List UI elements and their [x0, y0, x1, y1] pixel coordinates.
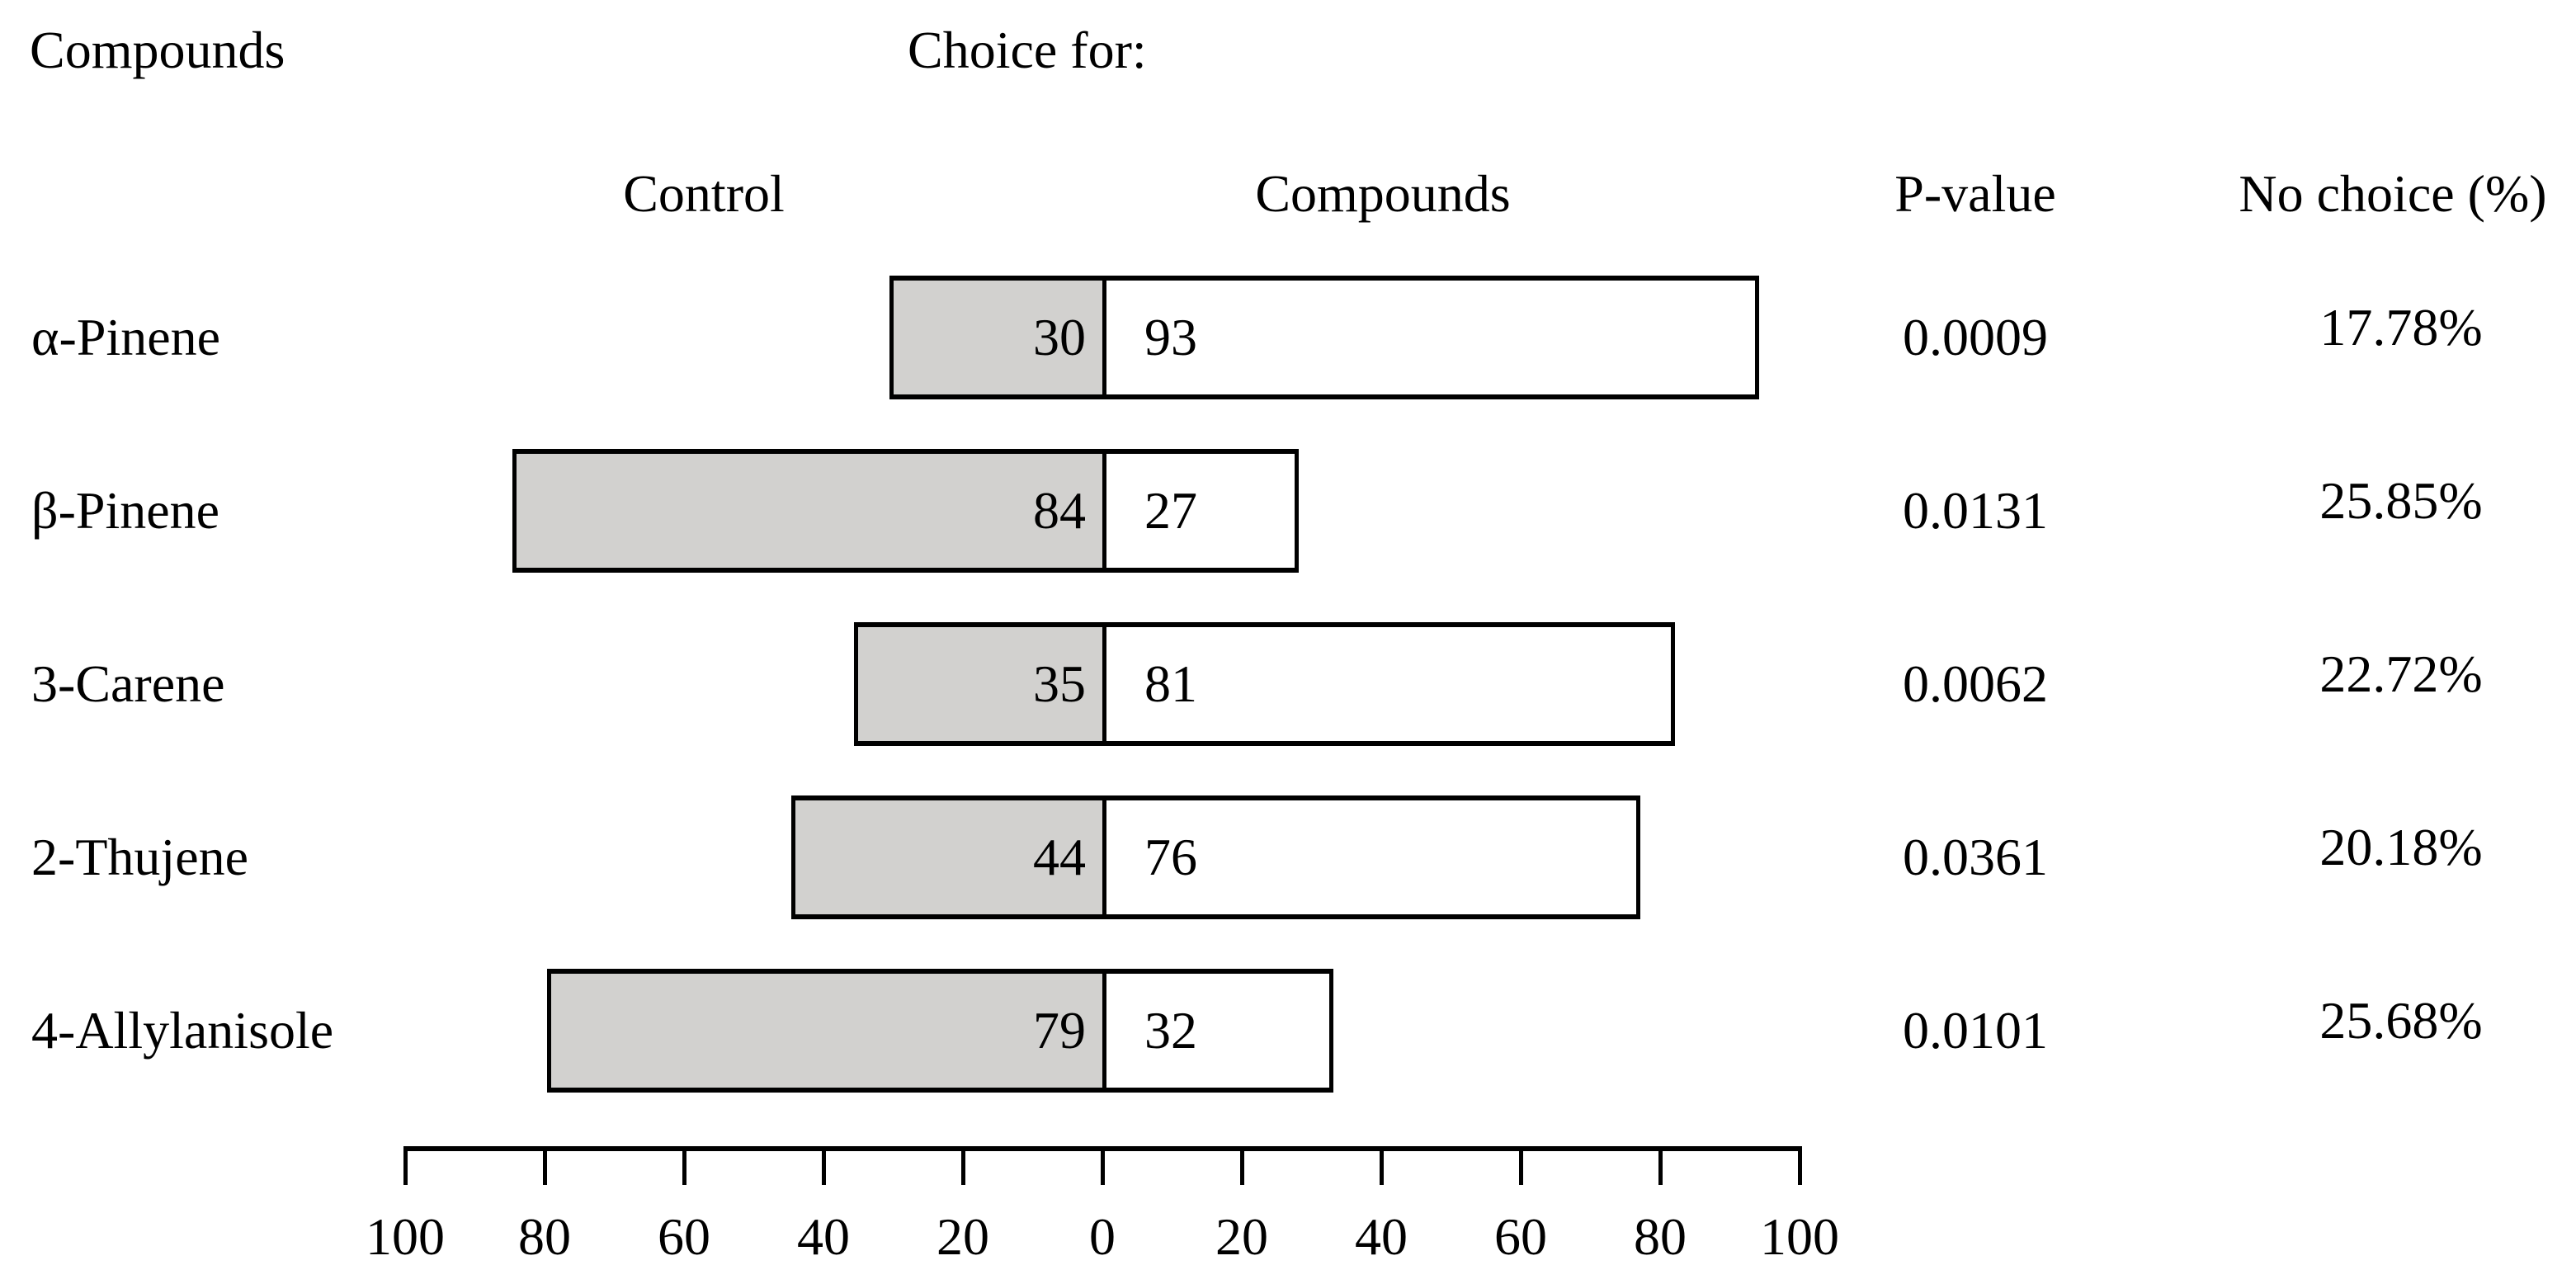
control-value: 84: [1033, 481, 1086, 540]
control-bar-segment: 84: [517, 454, 1106, 568]
control-bar-segment: 30: [894, 281, 1106, 394]
compound-bar-segment: 32: [1106, 974, 1329, 1088]
chart-row: 4-Allylanisole 79 32 0.0101 25.68%: [0, 969, 2576, 1093]
axis-tick: [1519, 1146, 1523, 1185]
compound-label: α-Pinene: [31, 308, 221, 366]
compound-value: 93: [1144, 308, 1197, 366]
axis-tick-label: 60: [1494, 1207, 1547, 1266]
axis-tick: [822, 1146, 826, 1185]
axis-tick-label: 80: [518, 1207, 571, 1266]
axis-tick: [1658, 1146, 1663, 1185]
compound-label: 3-Carene: [31, 654, 225, 713]
axis-tick-label: 80: [1634, 1207, 1687, 1266]
compound-label: 4-Allylanisole: [31, 1001, 334, 1060]
compound-bar-segment: 93: [1106, 281, 1755, 394]
chart-row: β-Pinene 84 27 0.0131 25.85%: [0, 449, 2576, 573]
compound-label: β-Pinene: [31, 481, 220, 540]
p-value: 0.0062: [1903, 654, 2048, 713]
paired-choice-bar: 35 81: [854, 622, 1675, 746]
control-bar-segment: 79: [551, 974, 1106, 1088]
control-value: 35: [1033, 654, 1086, 713]
compound-value: 81: [1144, 654, 1197, 713]
paired-choice-bar: 84 27: [512, 449, 1299, 573]
p-value: 0.0361: [1903, 828, 2048, 886]
compound-value: 27: [1144, 481, 1197, 540]
chart-row: 3-Carene 35 81 0.0062 22.72%: [0, 622, 2576, 746]
p-value: 0.0131: [1903, 481, 2048, 540]
paired-choice-bar: 30 93: [889, 276, 1759, 399]
no-choice-value: 25.85%: [2319, 471, 2483, 530]
choice-for-title: Choice for:: [908, 21, 1147, 79]
axis-tick-label: 100: [366, 1207, 445, 1266]
axis-tick: [1101, 1146, 1105, 1185]
axis-tick-label: 40: [1355, 1207, 1408, 1266]
no-choice-value: 22.72%: [2319, 644, 2483, 703]
axis-tick: [682, 1146, 686, 1185]
compound-label: 2-Thujene: [31, 828, 248, 886]
control-bar-segment: 44: [795, 800, 1106, 914]
compound-value: 76: [1144, 828, 1197, 886]
p-value: 0.0009: [1903, 308, 2048, 366]
axis-tick: [1798, 1146, 1802, 1185]
axis-tick-label: 40: [797, 1207, 850, 1266]
p-value: 0.0101: [1903, 1001, 2048, 1060]
no-choice-value: 17.78%: [2319, 298, 2483, 356]
axis-tick: [1240, 1146, 1244, 1185]
control-value: 30: [1033, 308, 1086, 366]
axis-tick-label: 0: [1089, 1207, 1116, 1266]
control-column-header: Control: [623, 164, 785, 223]
axis-tick: [1380, 1146, 1384, 1185]
control-value: 44: [1033, 828, 1086, 886]
compound-value: 32: [1144, 1001, 1197, 1060]
p-value-column-header: P-value: [1894, 164, 2056, 223]
control-value: 79: [1033, 1001, 1086, 1060]
no-choice-column-header: No choice (%): [2239, 164, 2547, 223]
control-bar-segment: 35: [858, 627, 1106, 741]
axis-tick-label: 20: [937, 1207, 989, 1266]
axis-tick-label: 60: [658, 1207, 710, 1266]
axis-tick-label: 100: [1760, 1207, 1839, 1266]
axis-tick: [961, 1146, 965, 1185]
chart-row: 2-Thujene 44 76 0.0361 20.18%: [0, 795, 2576, 919]
compound-bar-segment: 27: [1106, 454, 1295, 568]
compound-bar-segment: 81: [1106, 627, 1671, 741]
paired-choice-bar: 44 76: [791, 795, 1640, 919]
compound-bar-segment: 76: [1106, 800, 1636, 914]
axis-tick: [543, 1146, 547, 1185]
axis-tick-label: 20: [1215, 1207, 1268, 1266]
compounds-column-title: Compounds: [30, 21, 285, 79]
compounds-bar-column-header: Compounds: [1255, 164, 1511, 223]
no-choice-value: 20.18%: [2319, 818, 2483, 876]
no-choice-value: 25.68%: [2319, 991, 2483, 1050]
axis-tick: [403, 1146, 408, 1185]
chart-row: α-Pinene 30 93 0.0009 17.78%: [0, 276, 2576, 399]
paired-choice-bar: 79 32: [547, 969, 1333, 1093]
